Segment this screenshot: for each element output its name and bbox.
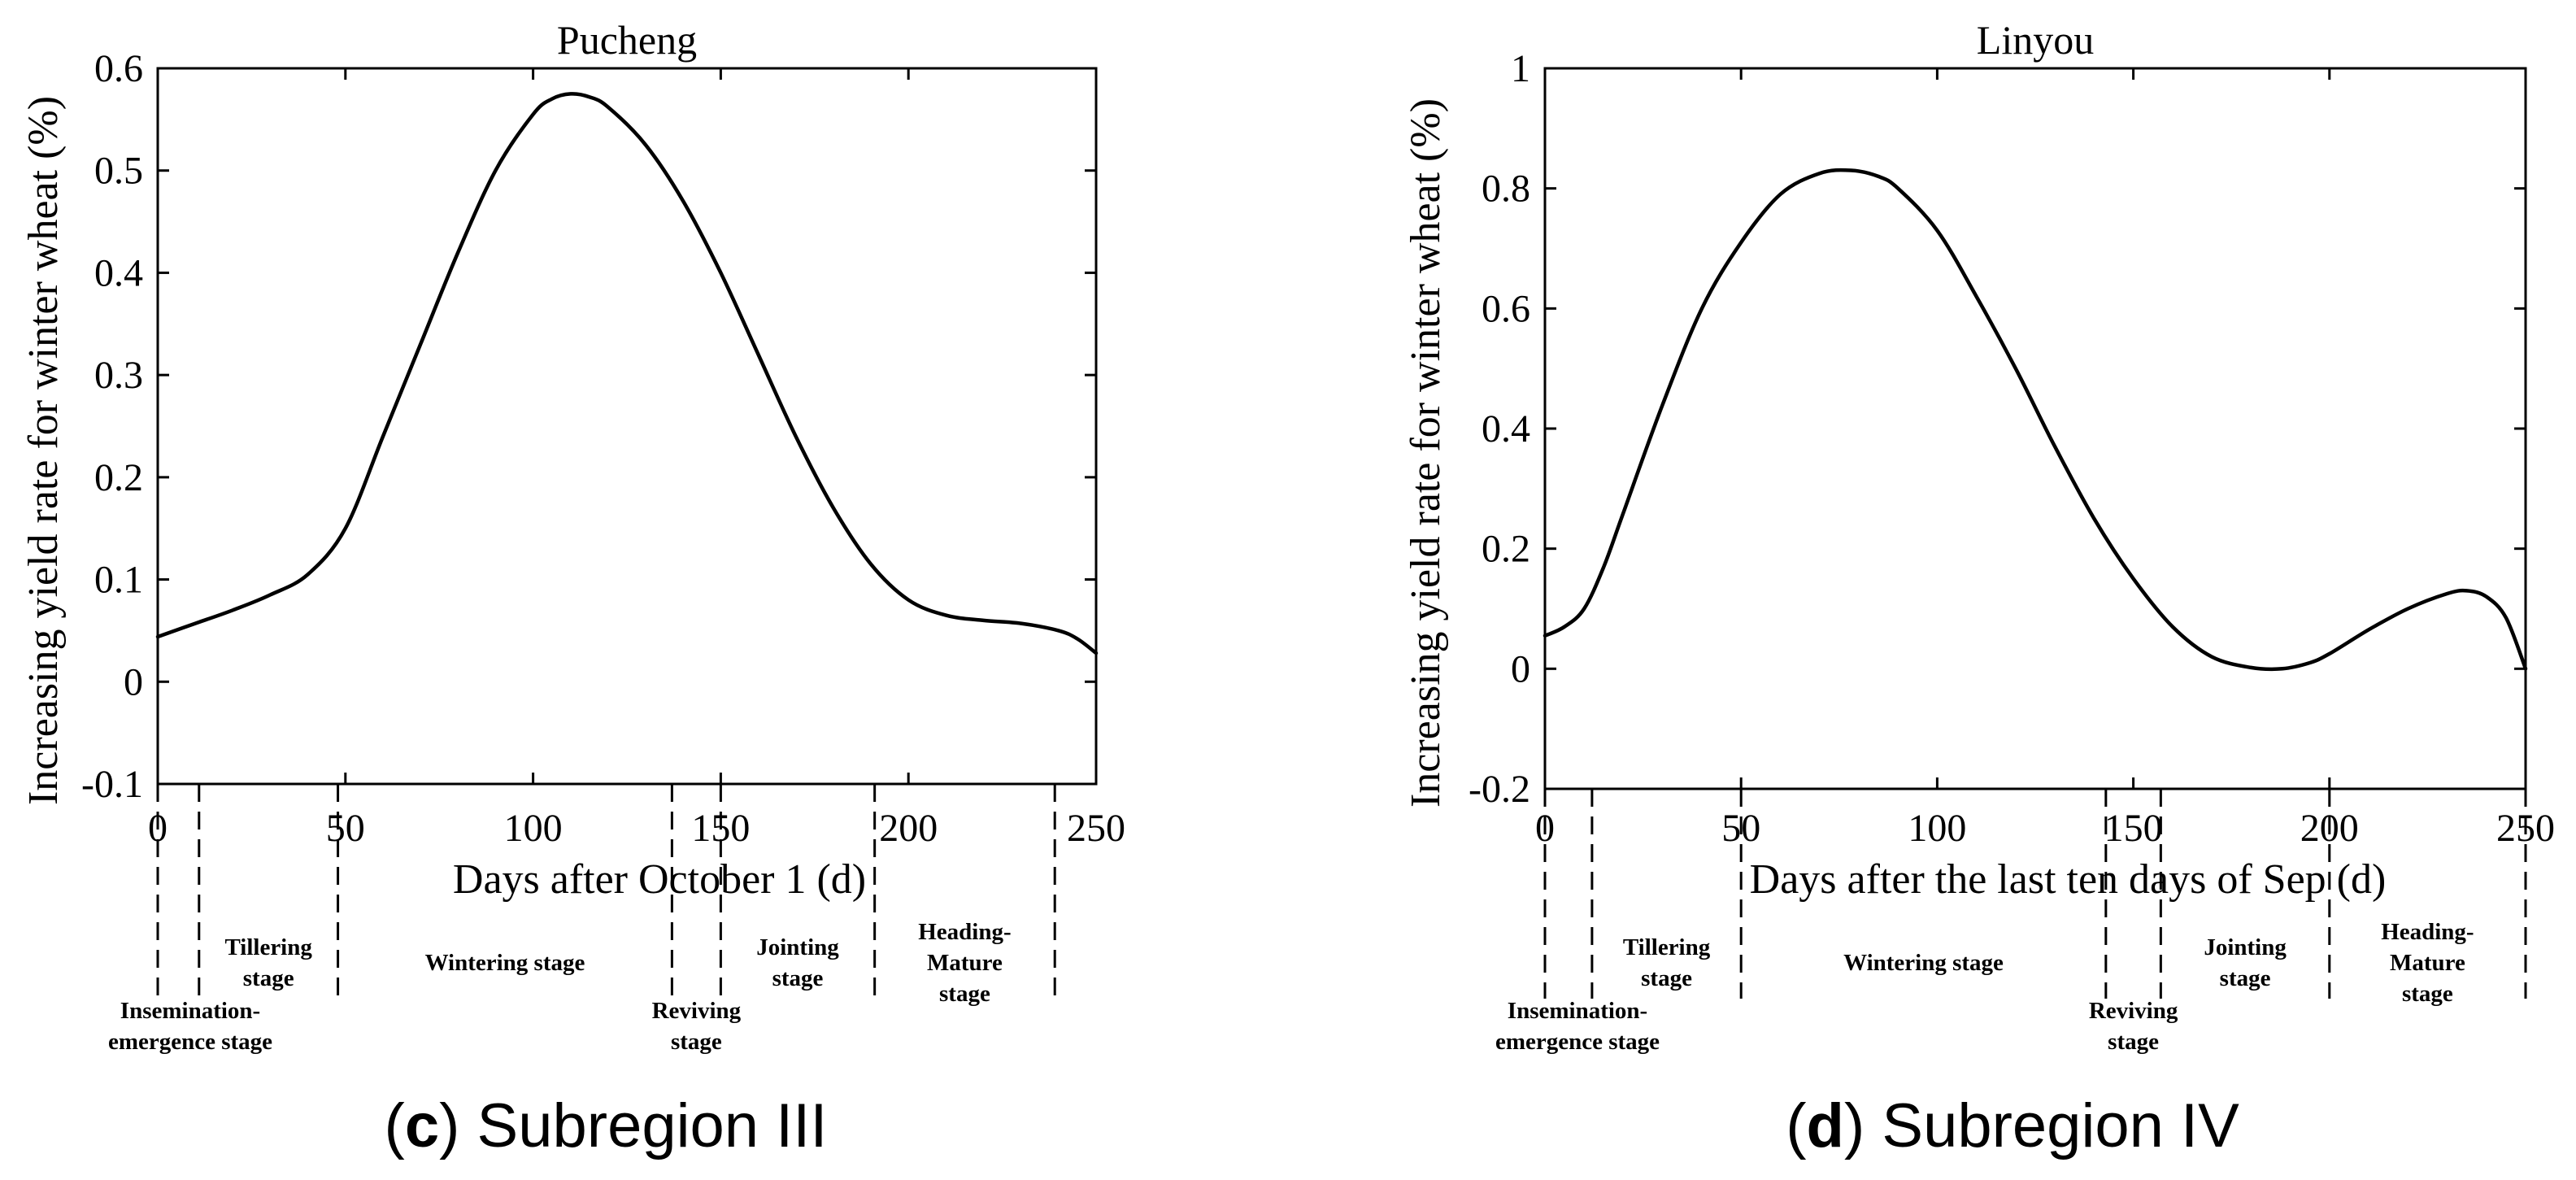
series-line — [1543, 168, 2528, 672]
stage-label: Wintering stage — [425, 950, 585, 976]
y-axis-label: Increasing yield rate for winter wheat (… — [20, 96, 67, 805]
y-tick-label: -0.2 — [1469, 768, 1530, 811]
stage-label: Reviving stage — [2089, 998, 2178, 1055]
y-tick-label: -0.1 — [81, 763, 143, 806]
stage-label: Wintering stage — [1843, 950, 2004, 976]
y-tick-label: 0.2 — [94, 456, 143, 499]
stage-label: Reviving stage — [652, 998, 742, 1055]
y-tick-label: 0.5 — [94, 150, 143, 193]
stage-label: Insemination-emergence stage — [108, 998, 272, 1055]
x-axis-label: Days after October 1 (d) — [453, 856, 866, 903]
y-tick-label: 1 — [1511, 47, 1530, 90]
y-axis-label: Increasing yield rate for winter wheat (… — [1403, 98, 1449, 808]
y-tick-label: 0.1 — [94, 559, 143, 602]
x-tick-label: 150 — [2104, 807, 2163, 850]
chart-linyou: Linyou-0.200.20.40.60.81050100150200250D… — [1403, 17, 2555, 1160]
y-tick-label: 0.6 — [94, 47, 143, 90]
stage-label: Jointing stage — [2204, 934, 2287, 991]
y-tick-label: 0.8 — [1482, 168, 1530, 211]
subfigure-caption: (d) Subregion IV — [1786, 1091, 2239, 1160]
y-tick-label: 0.2 — [1482, 528, 1530, 571]
stage-label: Jointing stage — [756, 934, 839, 991]
y-tick-label: 0.4 — [1482, 407, 1530, 451]
plot-frame — [1543, 67, 2527, 790]
x-axis-label: Days after the last ten days of Sep (d) — [1750, 856, 2387, 903]
chart-pucheng: Pucheng-0.100.10.20.30.40.50.60501001502… — [20, 17, 1125, 1160]
plot-frame — [156, 67, 1098, 786]
stage-label: Insemination-emergence stage — [1495, 998, 1660, 1055]
y-tick-label: 0.3 — [94, 354, 143, 397]
x-tick-label: 100 — [504, 807, 563, 850]
series-line — [155, 92, 1099, 655]
y-tick-label: 0 — [124, 660, 143, 703]
stage-label: Heading-Mature stage — [2381, 919, 2474, 1007]
y-tick-label: 0 — [1511, 647, 1530, 690]
y-tick-label: 0.6 — [1482, 287, 1530, 330]
x-tick-label: 250 — [1067, 807, 1125, 850]
stage-label: Tillering stage — [1623, 934, 1711, 991]
chart-title: Linyou — [1977, 17, 2094, 63]
subfigure-caption: (c) Subregion III — [385, 1091, 828, 1160]
x-tick-label: 200 — [879, 807, 938, 850]
chart-title: Pucheng — [557, 17, 697, 63]
x-tick-label: 50 — [326, 807, 365, 850]
stage-label: Tillering stage — [224, 934, 312, 991]
y-tick-label: 0.4 — [94, 251, 143, 294]
x-tick-label: 100 — [1908, 807, 1966, 850]
stage-label: Heading-Mature stage — [918, 919, 1011, 1007]
